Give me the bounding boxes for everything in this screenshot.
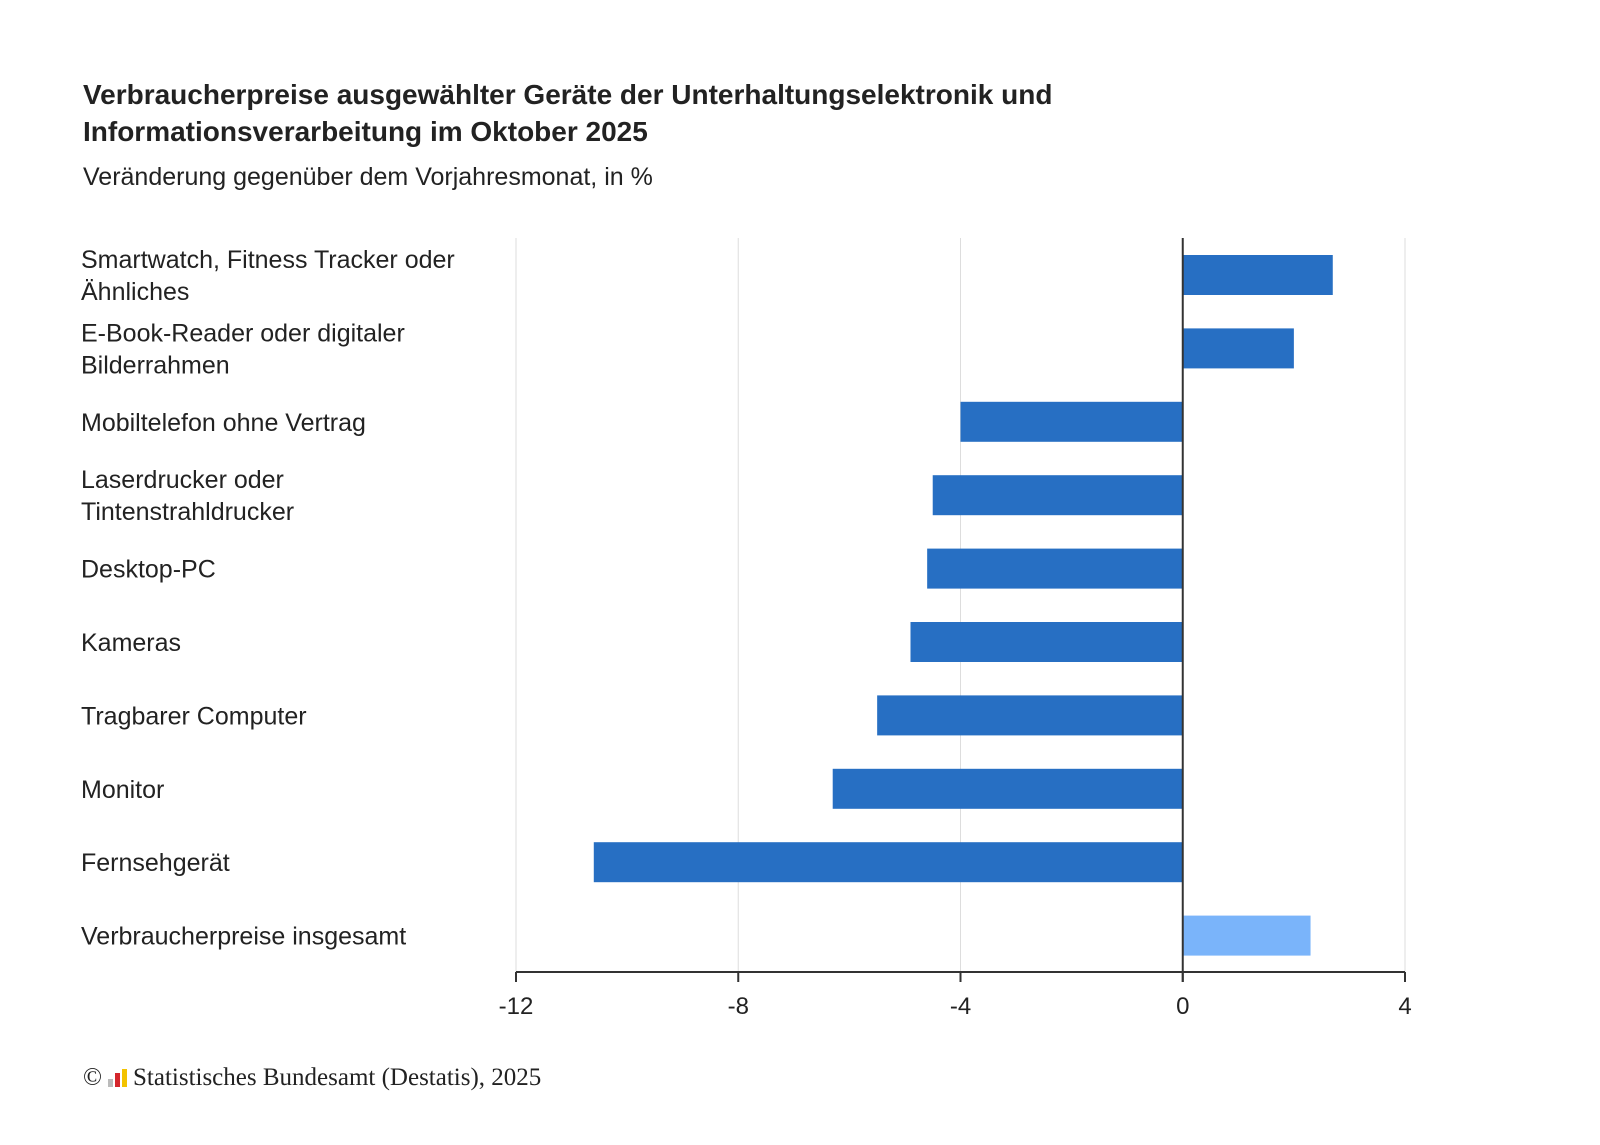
bar	[1182, 255, 1333, 295]
footer: © Statistisches Bundesamt (Destatis), 20…	[83, 1064, 541, 1092]
bar	[832, 768, 1183, 809]
category-label: Laserdrucker oder Tintenstrahldrucker	[81, 466, 294, 526]
category-label-line: Tragbarer Computer	[81, 702, 307, 730]
category-label-line: Ähnliches	[81, 278, 189, 306]
category-label: Smartwatch, Fitness Tracker oder Ähnliche…	[81, 246, 455, 306]
chart-title-line-1: Verbraucherpreise ausgewählter Geräte de…	[83, 79, 1053, 110]
x-tick-label: 4	[1398, 993, 1411, 1020]
category-label: Monitor	[81, 776, 164, 804]
bar	[1182, 328, 1294, 369]
x-tick-label: -12	[499, 993, 534, 1020]
bar	[910, 622, 1183, 662]
category-label-line: Laserdrucker oder	[81, 466, 284, 494]
x-tick-label: -4	[950, 993, 971, 1020]
category-label-line: Monitor	[81, 776, 164, 804]
category-label-line: Fernsehgerät	[81, 849, 230, 877]
category-label: E-Book-Reader oder digitaler Bilderrahmen	[81, 319, 405, 379]
category-label-line: Bilderrahmen	[81, 351, 230, 379]
bar	[1182, 915, 1311, 956]
destatis-logo-icon	[108, 1069, 127, 1087]
x-tick-label: -8	[728, 993, 749, 1020]
bar	[927, 548, 1183, 589]
category-label: Verbraucherpreise insgesamt	[81, 923, 406, 951]
copyright-symbol: ©	[83, 1064, 102, 1091]
category-label-line: Smartwatch, Fitness Tracker oder	[81, 246, 455, 274]
category-label: Desktop-PC	[81, 556, 216, 584]
bar	[960, 401, 1183, 442]
chart-subtitle: Veränderung gegenüber dem Vorjahresmonat…	[83, 163, 653, 191]
bar	[593, 842, 1183, 883]
category-label-line: E-Book-Reader oder digitaler	[81, 319, 405, 347]
category-label: Tragbarer Computer	[81, 702, 307, 730]
category-label-line: Tintenstrahldrucker	[81, 498, 294, 526]
category-label-line: Kameras	[81, 629, 181, 657]
chart-title-line-2: Informationsverarbeitung im Oktober 2025	[83, 116, 648, 147]
category-label: Fernsehgerät	[81, 849, 230, 877]
category-label-line: Mobiltelefon ohne Vertrag	[81, 409, 366, 437]
bar	[932, 475, 1183, 516]
category-label: Kameras	[81, 629, 181, 657]
x-tick-label: 0	[1176, 993, 1189, 1020]
source-text: Statistisches Bundesamt (Destatis), 2025	[133, 1064, 542, 1091]
category-label-line: Desktop-PC	[81, 556, 216, 584]
category-label-line: Verbraucherpreise insgesamt	[81, 923, 406, 951]
bar	[877, 695, 1183, 736]
chart-title: Verbraucherpreise ausgewählter Geräte de…	[83, 76, 1283, 150]
category-label: Mobiltelefon ohne Vertrag	[81, 409, 366, 437]
